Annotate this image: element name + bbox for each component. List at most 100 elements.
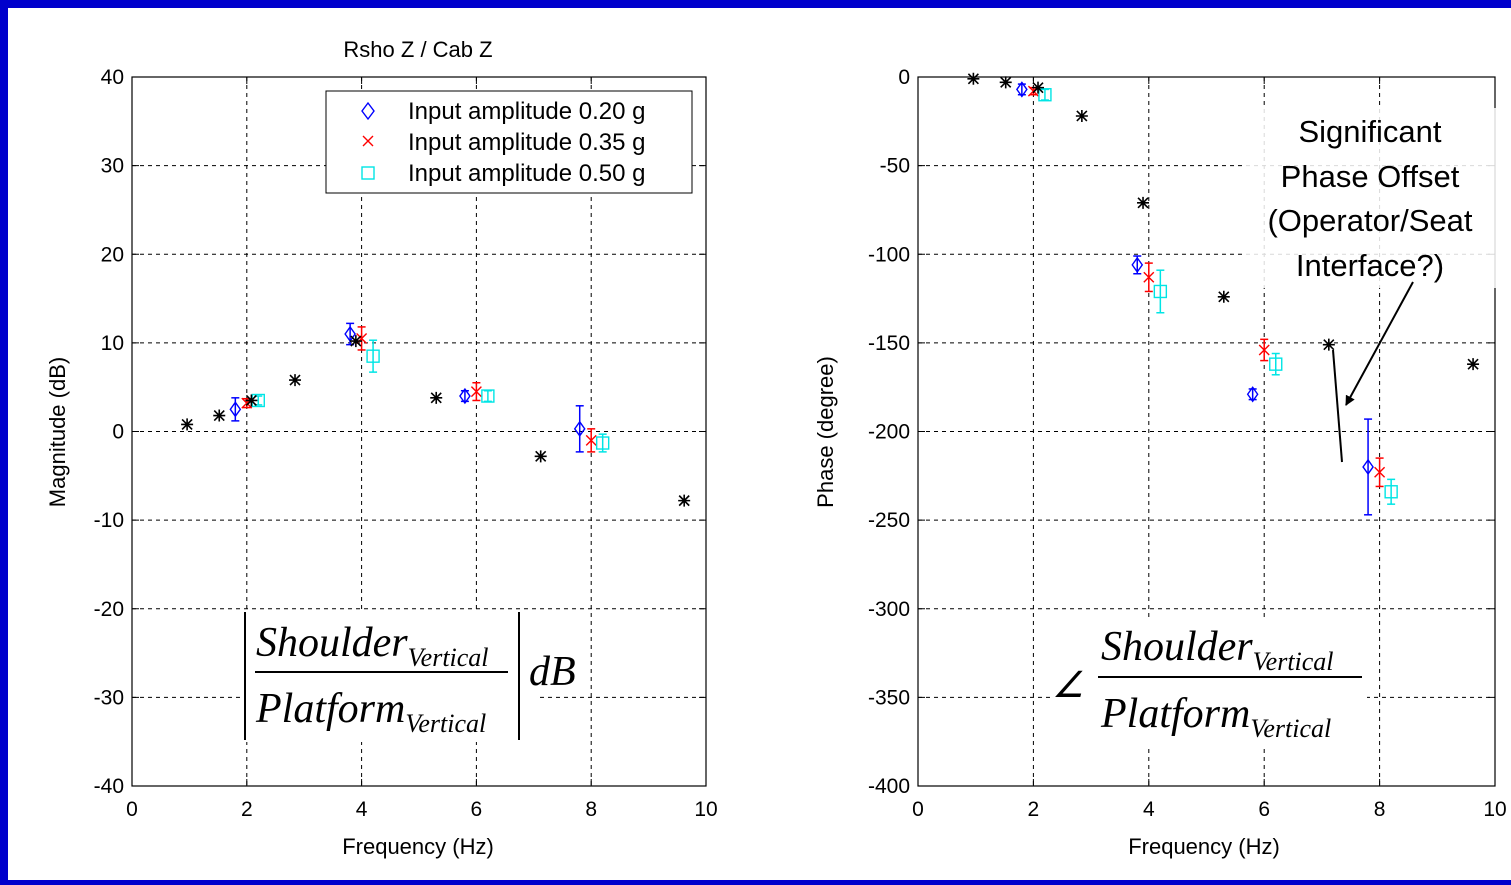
phase-xtick-label: 4 [1143,798,1155,821]
phase-ytick-label: -400 [868,775,910,798]
phase-ytick-label: 0 [898,66,910,89]
asterisk-marker [1467,358,1480,371]
diamond-marker [1015,81,1028,98]
x-marker [1258,344,1270,356]
formula-db-suffix: dB [529,649,576,695]
phase-point-diamond [1015,81,1028,98]
asterisk-marker [967,72,980,85]
annotation-line-4: Interface?) [1296,248,1444,283]
phase-ticks: 0 2 4 6 8 10 0 -50 -100 -150 -200 -250 -300 -350 -400 [868,66,1507,821]
annotation-arrow [1345,281,1414,406]
asterisk-marker [430,391,443,404]
legend-label-035: Input amplitude 0.35 g [408,129,646,156]
magnitude-point-asterisk [181,418,194,431]
slide-frame: Rsho Z / Cab Z Frequency (Hz) Magnitude … [8,8,1511,880]
legend-label-020: Input amplitude 0.20 g [408,98,646,125]
asterisk-marker [213,409,226,422]
phase-point-asterisk [1217,290,1230,303]
phase-offset-annotation: Significant Phase Offset (Operator/Seat … [1244,108,1503,463]
asterisk-marker [245,394,258,407]
phase-xtick-label: 0 [912,798,924,821]
annotation-connector [1332,349,1343,463]
asterisk-marker [1137,196,1150,209]
phase-ytick-label: -350 [868,686,910,709]
magnitude-xtick-label: 8 [585,798,597,821]
magnitude-point-diamond [229,397,242,422]
annotation-line-3: (Operator/Seat [1267,203,1472,238]
asterisk-marker [1032,81,1045,94]
magnitude-x-axis-label: Frequency (Hz) [342,834,494,859]
asterisk-marker [1217,290,1230,303]
square-marker [1269,357,1283,371]
magnitude-point-asterisk [289,374,302,387]
square-marker [595,436,610,450]
phase-point-diamond [1362,418,1374,516]
magnitude-chart-title: Rsho Z / Cab Z [343,37,492,62]
legend-entry-050: Input amplitude 0.50 g [361,160,646,187]
phase-x-axis-label: Frequency (Hz) [1128,834,1280,859]
x-marker [470,386,482,398]
phase-formula-numerator: Shoulder [1101,624,1253,670]
magnitude-ytick-label: 20 [101,243,124,266]
phase-point-x [1143,262,1155,293]
svg-text:PlatformVertical: PlatformVertical [255,686,486,738]
magnitude-point-asterisk [245,394,258,407]
magnitude-xtick-label: 2 [241,798,253,821]
phase-point-asterisk [1032,81,1045,94]
phase-xtick-label: 10 [1483,798,1506,821]
phase-point-asterisk [999,76,1012,89]
magnitude-point-asterisk [430,391,443,404]
magnitude-ytick-label: 10 [101,332,124,355]
phase-xtick-label: 8 [1374,798,1386,821]
phase-xtick-label: 2 [1028,798,1040,821]
phase-chart: Frequency (Hz) Phase (degree) 0 2 4 6 8 10 0 -5… [813,66,1507,859]
legend-diamond-marker [361,101,375,121]
magnitude-point-square [481,389,495,403]
square-marker [1384,485,1398,499]
diamond-marker [1362,458,1374,476]
phase-point-diamond [1246,386,1259,403]
square-marker [1153,284,1168,299]
x-marker [1143,271,1155,283]
magnitude-ticks: 0 2 4 6 8 10 40 30 20 10 0 -10 -20 -30 -40 [94,66,718,821]
magnitude-chart: Rsho Z / Cab Z Frequency (Hz) Magnitude … [45,37,718,859]
phase-point-square [1269,352,1283,376]
magnitude-xtick-label: 0 [126,798,138,821]
asterisk-marker [999,76,1012,89]
magnitude-ytick-label: -20 [94,598,124,621]
phase-ytick-label: -50 [880,155,910,178]
diamond-marker [459,387,471,405]
phase-point-x [1374,457,1386,488]
magnitude-point-diamond [459,387,471,405]
legend-x-marker [362,135,374,147]
magnitude-point-asterisk [349,335,362,348]
asterisk-marker [1322,338,1335,351]
asterisk-marker [181,418,194,431]
figure-canvas: Rsho Z / Cab Z Frequency (Hz) Magnitude … [45,37,1507,859]
svg-text:PlatformVertical: PlatformVertical [1100,691,1331,743]
annotation-line-2: Phase Offset [1281,159,1460,194]
phase-ytick-label: -300 [868,598,910,621]
legend-square-marker [361,166,375,180]
magnitude-ytick-label: -10 [94,509,124,532]
square-marker [366,349,380,363]
legend-entry-020: Input amplitude 0.20 g [361,98,646,125]
phase-formula-numerator-subscript: Vertical [1253,647,1334,676]
diamond-marker [229,401,242,418]
phase-formula-denominator: Platform [1100,691,1250,737]
phase-point-asterisk [967,72,980,85]
phase-point-x [1258,338,1270,362]
formula-angle-symbol: ∠ [1052,665,1084,705]
legend: Input amplitude 0.20 g Input amplitude 0… [325,90,693,194]
phase-point-asterisk [1075,109,1088,122]
magnitude-ytick-label: 30 [101,155,124,178]
svg-text:ShoulderVertical: ShoulderVertical [1101,624,1334,676]
magnitude-point-asterisk [678,494,691,507]
magnitude-point-square [595,433,610,453]
phase-ytick-label: -150 [868,332,910,355]
diamond-marker [1131,256,1144,274]
magnitude-xtick-label: 4 [356,798,368,821]
phase-ytick-label: -250 [868,509,910,532]
phase-point-asterisk [1137,196,1150,209]
phase-point-diamond [1131,255,1144,275]
